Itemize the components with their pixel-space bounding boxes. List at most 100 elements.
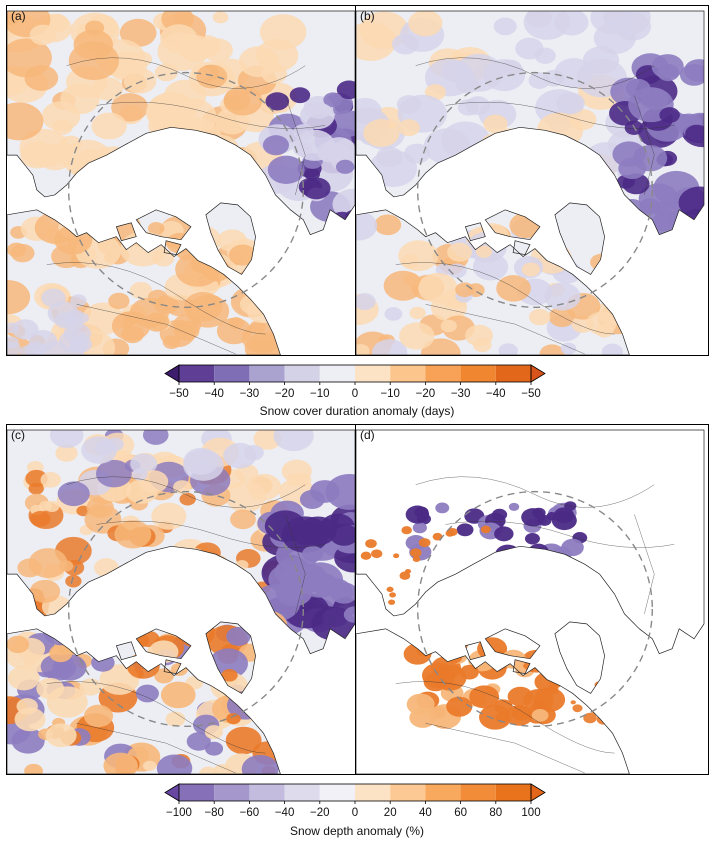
country-borders bbox=[46, 476, 326, 774]
anomaly-blob bbox=[108, 292, 130, 310]
colorbar-top-extend-low bbox=[164, 364, 180, 383]
anomaly-blob bbox=[483, 609, 494, 618]
anomaly-blob bbox=[220, 600, 248, 622]
anomaly-blob bbox=[95, 585, 130, 612]
coastline-eurasia bbox=[7, 10, 355, 236]
anomaly-blob bbox=[7, 635, 30, 654]
anomaly-blob bbox=[92, 77, 124, 101]
coastline-arctic-islands bbox=[115, 209, 192, 255]
anomaly-blob bbox=[103, 752, 138, 774]
anomaly-blob bbox=[651, 54, 684, 79]
anomaly-blob bbox=[193, 542, 221, 564]
anomaly-blob bbox=[179, 492, 196, 506]
anomaly-blob bbox=[299, 489, 325, 509]
panel-label-a: (a) bbox=[11, 9, 26, 23]
anomaly-blob bbox=[343, 606, 355, 623]
anomaly-blob bbox=[371, 549, 383, 559]
anomaly-blob bbox=[582, 46, 620, 75]
anomaly-blob bbox=[246, 473, 282, 501]
anomaly-blob bbox=[60, 83, 100, 115]
anomaly-blob bbox=[239, 610, 256, 623]
anomaly-blob bbox=[374, 214, 402, 236]
colorbar-bottom-tick-label: −40 bbox=[275, 807, 295, 819]
anomaly-blob bbox=[228, 244, 257, 266]
anomaly-blob bbox=[389, 592, 397, 598]
anomaly-blob bbox=[356, 293, 376, 310]
anomaly-blob bbox=[329, 523, 355, 546]
anomaly-blob bbox=[114, 158, 154, 189]
colorbar-top-segment bbox=[390, 365, 426, 382]
anomaly-blob bbox=[30, 511, 51, 527]
border-line bbox=[46, 681, 266, 754]
anomaly-blob bbox=[396, 615, 404, 621]
anomaly-blob bbox=[265, 92, 290, 111]
anomaly-blob bbox=[63, 323, 92, 345]
anomaly-blob bbox=[151, 502, 187, 530]
anomaly-blob bbox=[216, 317, 252, 345]
anomaly-blob bbox=[29, 24, 57, 46]
anomaly-blob bbox=[421, 662, 456, 689]
anomaly-blob bbox=[165, 711, 186, 727]
colorbar-top-segment bbox=[425, 365, 461, 382]
anomaly-blob bbox=[317, 141, 344, 163]
anomaly-blob bbox=[406, 693, 435, 716]
anomaly-blob bbox=[208, 555, 228, 571]
anomaly-blob bbox=[399, 571, 411, 580]
border-line bbox=[66, 57, 306, 89]
anomaly-blob bbox=[692, 670, 705, 682]
anomaly-blob bbox=[405, 505, 430, 524]
anomaly-blob bbox=[640, 87, 669, 110]
anomaly-blob bbox=[464, 590, 476, 599]
anomaly-blob bbox=[446, 696, 473, 717]
coastline-eurasia bbox=[7, 429, 355, 655]
anomaly-blob bbox=[186, 732, 211, 751]
anomaly-blob bbox=[409, 306, 426, 320]
colorbar-bottom-segment bbox=[319, 784, 355, 801]
anomaly-blob bbox=[130, 633, 150, 648]
map-panel-b: (b) bbox=[355, 5, 709, 356]
map-a bbox=[7, 10, 355, 355]
colorbar-bottom-extend-low bbox=[164, 783, 180, 802]
anomaly-blob bbox=[469, 611, 476, 617]
anomaly-blob bbox=[65, 574, 82, 588]
anomaly-blob bbox=[20, 141, 55, 169]
colorbar-top-segment bbox=[284, 365, 320, 382]
anomaly-blob bbox=[410, 548, 422, 558]
anomaly-blob bbox=[605, 277, 629, 295]
anomaly-blob bbox=[494, 526, 514, 542]
anomaly-blob bbox=[68, 41, 120, 81]
anomaly-blob bbox=[289, 87, 311, 104]
colorbar-bottom-segment bbox=[179, 784, 215, 801]
anomaly-blob bbox=[602, 286, 633, 311]
coastlines bbox=[356, 429, 705, 774]
colorbar-bottom-segment bbox=[495, 784, 531, 801]
anomaly-blob bbox=[420, 338, 461, 355]
anomaly-blob bbox=[418, 538, 431, 548]
anomaly-blob bbox=[216, 587, 255, 617]
anomaly-blob bbox=[511, 705, 531, 721]
anomaly-blob bbox=[561, 538, 584, 557]
anomaly-blob bbox=[202, 38, 233, 62]
anomaly-blob bbox=[273, 429, 314, 452]
anomaly-blob bbox=[356, 21, 397, 62]
anomaly-blob bbox=[632, 145, 668, 172]
anomaly-blob bbox=[330, 110, 355, 137]
anomaly-blob bbox=[491, 508, 508, 521]
colorbar-bottom-tick-label: −80 bbox=[204, 807, 224, 819]
anomaly-blob bbox=[176, 617, 215, 648]
anomaly-blob bbox=[499, 552, 512, 563]
anomaly-blob bbox=[507, 686, 534, 707]
anomaly-blob bbox=[7, 38, 52, 78]
anomaly-blob bbox=[226, 713, 241, 725]
anomaly-blob bbox=[356, 211, 378, 241]
anomaly-blob bbox=[49, 644, 73, 663]
anomaly-blob bbox=[667, 681, 678, 690]
colorbar-top-tick-label: −50 bbox=[521, 388, 541, 400]
anomaly-blob bbox=[246, 298, 279, 324]
anomaly-blob bbox=[156, 754, 193, 774]
anomaly-blob bbox=[393, 553, 400, 559]
anomaly-blob bbox=[166, 232, 194, 254]
anomaly-blob bbox=[40, 471, 61, 488]
anomaly-blob bbox=[162, 335, 181, 349]
